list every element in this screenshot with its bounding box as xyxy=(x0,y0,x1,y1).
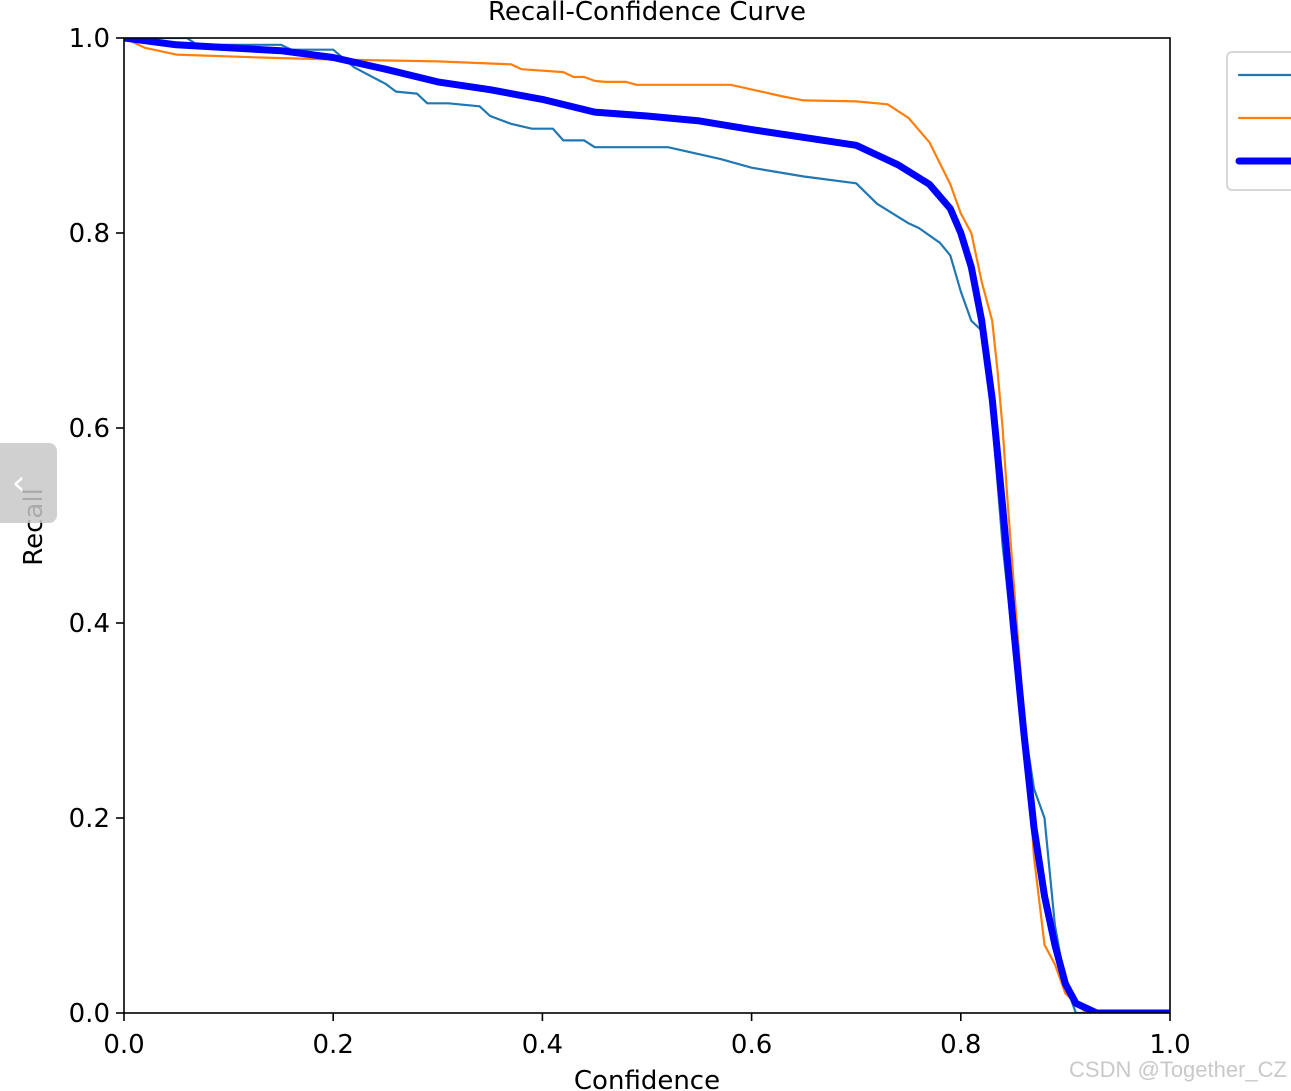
back-arrow-button[interactable]: ‹ xyxy=(0,443,57,523)
y-tick-label: 1.0 xyxy=(69,24,110,54)
series-layer xyxy=(124,38,1170,1013)
y-tick-label: 0.6 xyxy=(69,414,110,444)
legend-entries xyxy=(1235,73,1291,165)
x-tick-label: 0.4 xyxy=(522,1030,563,1060)
chart-title: Recall-Confidence Curve xyxy=(488,0,806,27)
y-axis: 0.0 0.2 0.4 0.6 0.8 1.0 xyxy=(69,24,124,1029)
x-axis-label: Confidence xyxy=(574,1066,720,1091)
x-axis: 0.0 0.2 0.4 0.6 0.8 1.0 xyxy=(103,1013,1191,1060)
x-tick-label: 1.0 xyxy=(1149,1030,1190,1060)
y-tick-label: 0.4 xyxy=(69,609,110,639)
series-line-2 xyxy=(124,38,1170,1013)
x-tick-label: 0.8 xyxy=(940,1030,981,1060)
chevron-left-icon: ‹ xyxy=(11,463,26,503)
y-tick-label: 0.8 xyxy=(69,219,110,249)
series-line-3 xyxy=(124,38,1170,1013)
x-tick-label: 0.2 xyxy=(313,1030,354,1060)
legend xyxy=(1226,51,1291,191)
legend-box xyxy=(1226,51,1291,191)
y-tick-label: 0.2 xyxy=(69,804,110,834)
watermark: CSDN @Together_CZ xyxy=(1069,1057,1287,1082)
y-tick-label: 0.0 xyxy=(69,999,110,1029)
plot-frame xyxy=(123,37,1171,1014)
series-line-1 xyxy=(124,38,1170,1013)
x-tick-label: 0.6 xyxy=(731,1030,772,1060)
x-tick-label: 0.0 xyxy=(103,1030,144,1060)
